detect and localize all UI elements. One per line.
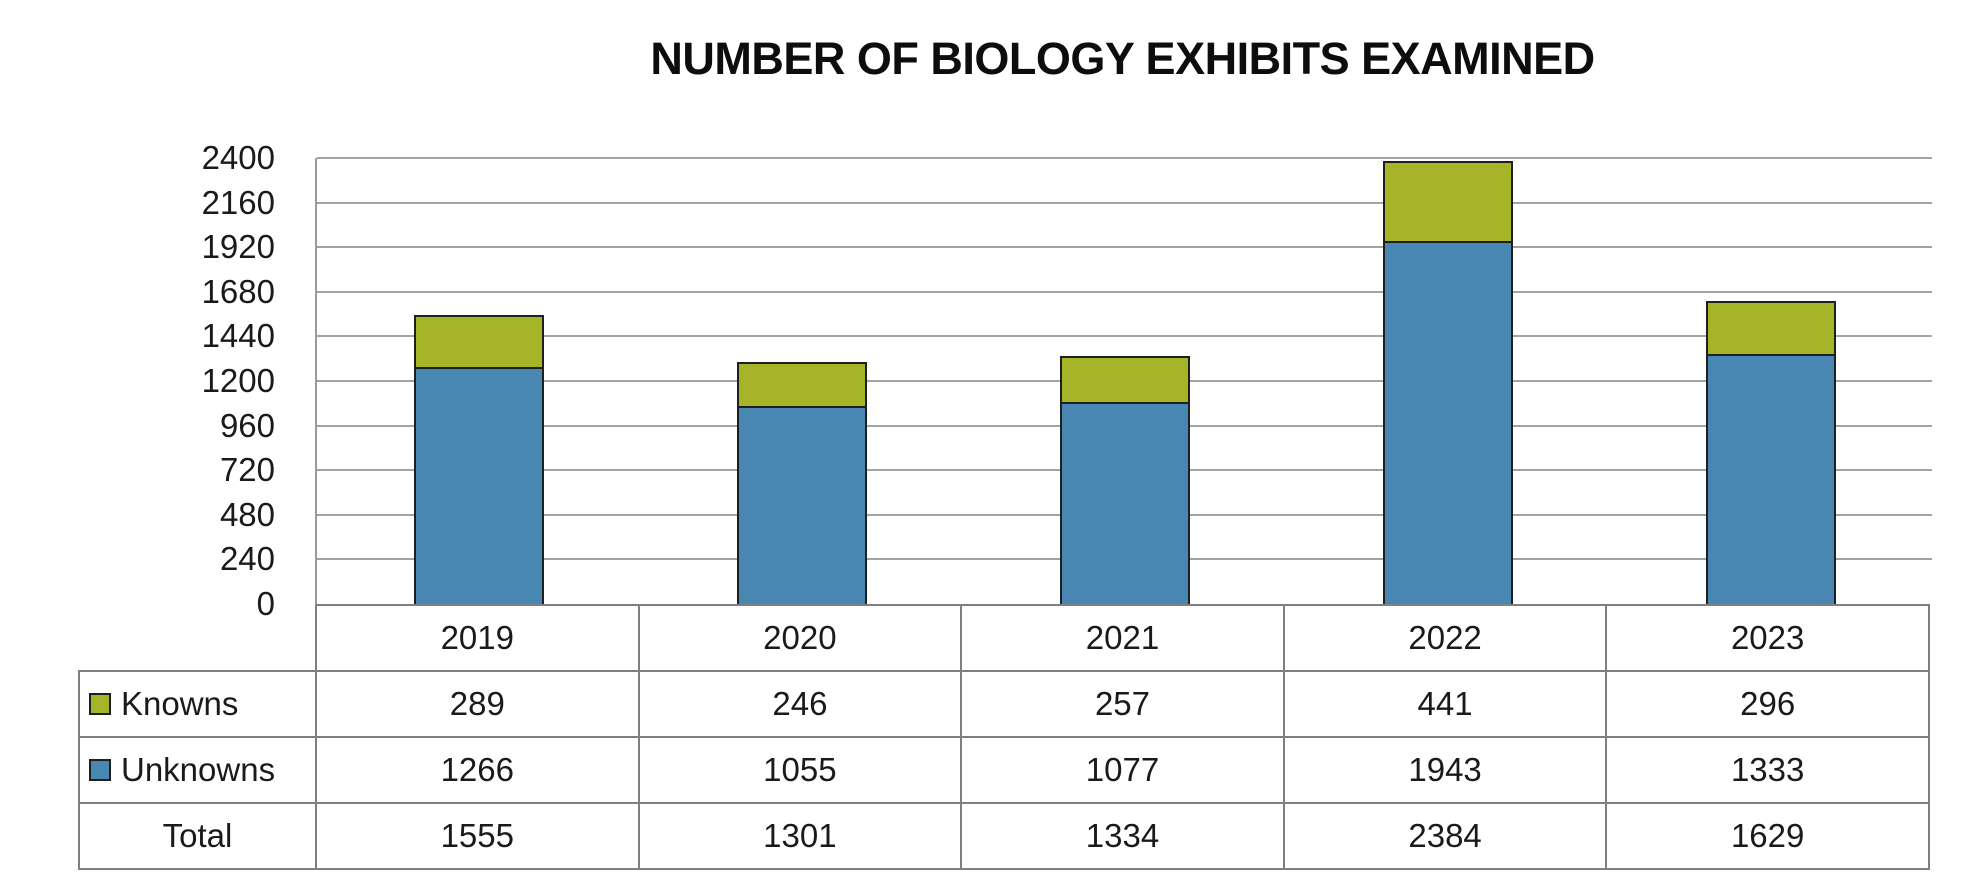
cell-unknowns-2020: 1055	[639, 738, 963, 804]
bar-2020	[737, 158, 867, 604]
cell-unknowns-2023: 1333	[1607, 738, 1930, 804]
plot-area	[315, 157, 1932, 604]
y-axis-tick-label: 720	[219, 451, 275, 488]
bar-2021	[1060, 158, 1190, 604]
bar-segment-unknowns-2019	[414, 369, 544, 604]
y-axis-tick-label: 1680	[201, 273, 275, 310]
y-axis-tick-label: 480	[219, 496, 275, 533]
gridline-2160	[317, 202, 1932, 204]
table-row-knowns: Knowns 289 246 257 441 296	[80, 672, 1930, 738]
cell-total-2019: 1555	[317, 804, 640, 870]
chart-title: NUMBER OF BIOLOGY EXHIBITS EXAMINED	[650, 33, 1595, 84]
row-label-unknowns: Unknowns	[121, 751, 276, 788]
bar-2022	[1383, 158, 1513, 604]
gridline-1920	[317, 246, 1932, 248]
table-row-unknowns: Unknowns 1266 1055 1077 1943 1333	[80, 738, 1930, 804]
cell-knowns-2023: 296	[1607, 672, 1930, 738]
gridline-1440	[317, 335, 1932, 337]
y-axis-tick-label: 2160	[201, 184, 275, 221]
y-axis-tick-label: 240	[219, 540, 275, 577]
bar-2019	[414, 158, 544, 604]
knowns-swatch-icon	[89, 693, 111, 715]
bar-2023	[1706, 158, 1836, 604]
y-axis-tick-label: 1200	[201, 362, 275, 399]
bar-segment-unknowns-2022	[1383, 243, 1513, 604]
legend-cell-knowns: Knowns	[80, 672, 317, 738]
gridline-2400	[317, 157, 1932, 159]
year-header-row: 2019 2020 2021 2022 2023	[315, 604, 1930, 670]
bar-segment-knowns-2020	[737, 362, 867, 408]
gridline-1680	[317, 291, 1932, 293]
bar-segment-knowns-2023	[1706, 301, 1836, 356]
legend-cell-total: Total	[80, 804, 317, 870]
year-header-2020: 2020	[640, 606, 963, 670]
year-header-2022: 2022	[1285, 606, 1608, 670]
y-axis-tick-label: 1920	[201, 228, 275, 265]
legend-cell-unknowns: Unknowns	[80, 738, 317, 804]
cell-total-2023: 1629	[1607, 804, 1930, 870]
cell-knowns-2022: 441	[1284, 672, 1608, 738]
unknowns-swatch-icon	[89, 759, 111, 781]
year-header-2021: 2021	[962, 606, 1285, 670]
data-table: Knowns 289 246 257 441 296 Unknowns 1266 1055 107…	[78, 670, 1930, 870]
table-row-total: Total 1555 1301 1334 2384 1629	[80, 804, 1930, 870]
cell-total-2021: 1334	[962, 804, 1285, 870]
bar-segment-unknowns-2021	[1060, 404, 1190, 604]
row-label-knowns: Knowns	[121, 685, 239, 722]
bar-segment-knowns-2021	[1060, 356, 1190, 404]
cell-knowns-2019: 289	[317, 672, 640, 738]
year-header-2019: 2019	[317, 606, 640, 670]
y-axis-tick-label: 960	[219, 407, 275, 444]
cell-unknowns-2022: 1943	[1284, 738, 1608, 804]
cell-total-2022: 2384	[1284, 804, 1608, 870]
cell-unknowns-2021: 1077	[962, 738, 1285, 804]
y-axis-tick-label: 2400	[201, 139, 275, 176]
cell-knowns-2020: 246	[639, 672, 963, 738]
cell-total-2020: 1301	[639, 804, 963, 870]
y-axis: 0 240 480 720 960 1200 1440 1680 1920 2160 2400	[0, 141, 315, 621]
bar-segment-knowns-2019	[414, 315, 544, 369]
year-header-2023: 2023	[1607, 606, 1930, 670]
bar-segment-unknowns-2023	[1706, 356, 1836, 604]
y-axis-tick-label: 1440	[201, 317, 275, 354]
y-axis-tick-label: 0	[256, 585, 275, 622]
row-label-total: Total	[162, 817, 233, 854]
cell-unknowns-2019: 1266	[317, 738, 640, 804]
bar-segment-unknowns-2020	[737, 408, 867, 604]
cell-knowns-2021: 257	[962, 672, 1285, 738]
bar-segment-knowns-2022	[1383, 161, 1513, 243]
